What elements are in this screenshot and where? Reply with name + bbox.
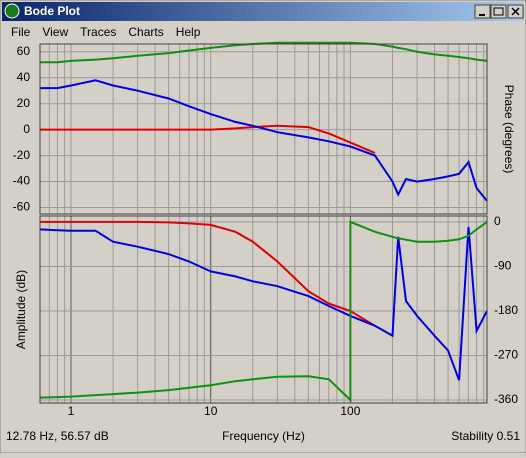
y-tick-label: -40	[13, 174, 31, 188]
menu-item[interactable]: View	[42, 25, 68, 39]
menu-item[interactable]: Traces	[80, 25, 116, 39]
plot-area	[40, 216, 487, 403]
x-tick-label: 100	[340, 404, 360, 418]
trace	[40, 124, 376, 154]
menu-bar: File View Traces Charts Help	[11, 25, 201, 39]
menu-item[interactable]: Charts	[128, 25, 163, 39]
y-tick-label: -20	[13, 148, 31, 162]
y2-tick-label: -360	[494, 392, 518, 406]
status-stability: Stability 0.51	[451, 429, 520, 443]
y2-tick-label: -90	[494, 259, 512, 273]
y-tick-label: 0	[23, 122, 30, 136]
trace	[39, 220, 488, 403]
x-tick-label: 10	[204, 404, 218, 418]
x-axis-label: Frequency (Hz)	[222, 429, 305, 443]
trace	[40, 41, 488, 64]
plot-border	[39, 43, 488, 215]
y2-tick-label: -270	[494, 348, 518, 362]
plot-border	[39, 215, 488, 404]
title-bar	[2, 2, 524, 21]
y2-tick-label: -180	[494, 303, 518, 317]
menu-item[interactable]: Help	[176, 25, 201, 39]
plots: 60 40 20 0 -20 -40 -60 Phase (degrees) 1 10 100 0 -9…	[13, 41, 518, 443]
app-icon	[4, 3, 20, 19]
y-tick-label: -60	[13, 200, 31, 214]
trace	[39, 226, 488, 381]
window-buttons[interactable]	[474, 4, 524, 19]
trace	[40, 220, 376, 327]
y-tick-label: 40	[17, 70, 31, 84]
trace	[40, 79, 488, 202]
y2-tick-label: 0	[494, 214, 501, 228]
close-glyph	[511, 7, 520, 16]
x-tick-label: 1	[68, 404, 75, 418]
y2-axis-label: Phase (degrees)	[502, 85, 516, 174]
y-axis-label: Amplitude (dB)	[14, 270, 28, 349]
status-cursor: 12.78 Hz, 56.57 dB	[6, 429, 109, 443]
y-tick-label: 20	[17, 96, 31, 110]
menu-item[interactable]: File	[11, 25, 31, 39]
maximize-button[interactable]	[490, 4, 507, 19]
y-tick-label: 60	[17, 44, 31, 58]
minimize-button[interactable]	[474, 4, 491, 19]
window-title: Bode Plot	[24, 4, 80, 18]
maximize-glyph	[493, 7, 504, 16]
